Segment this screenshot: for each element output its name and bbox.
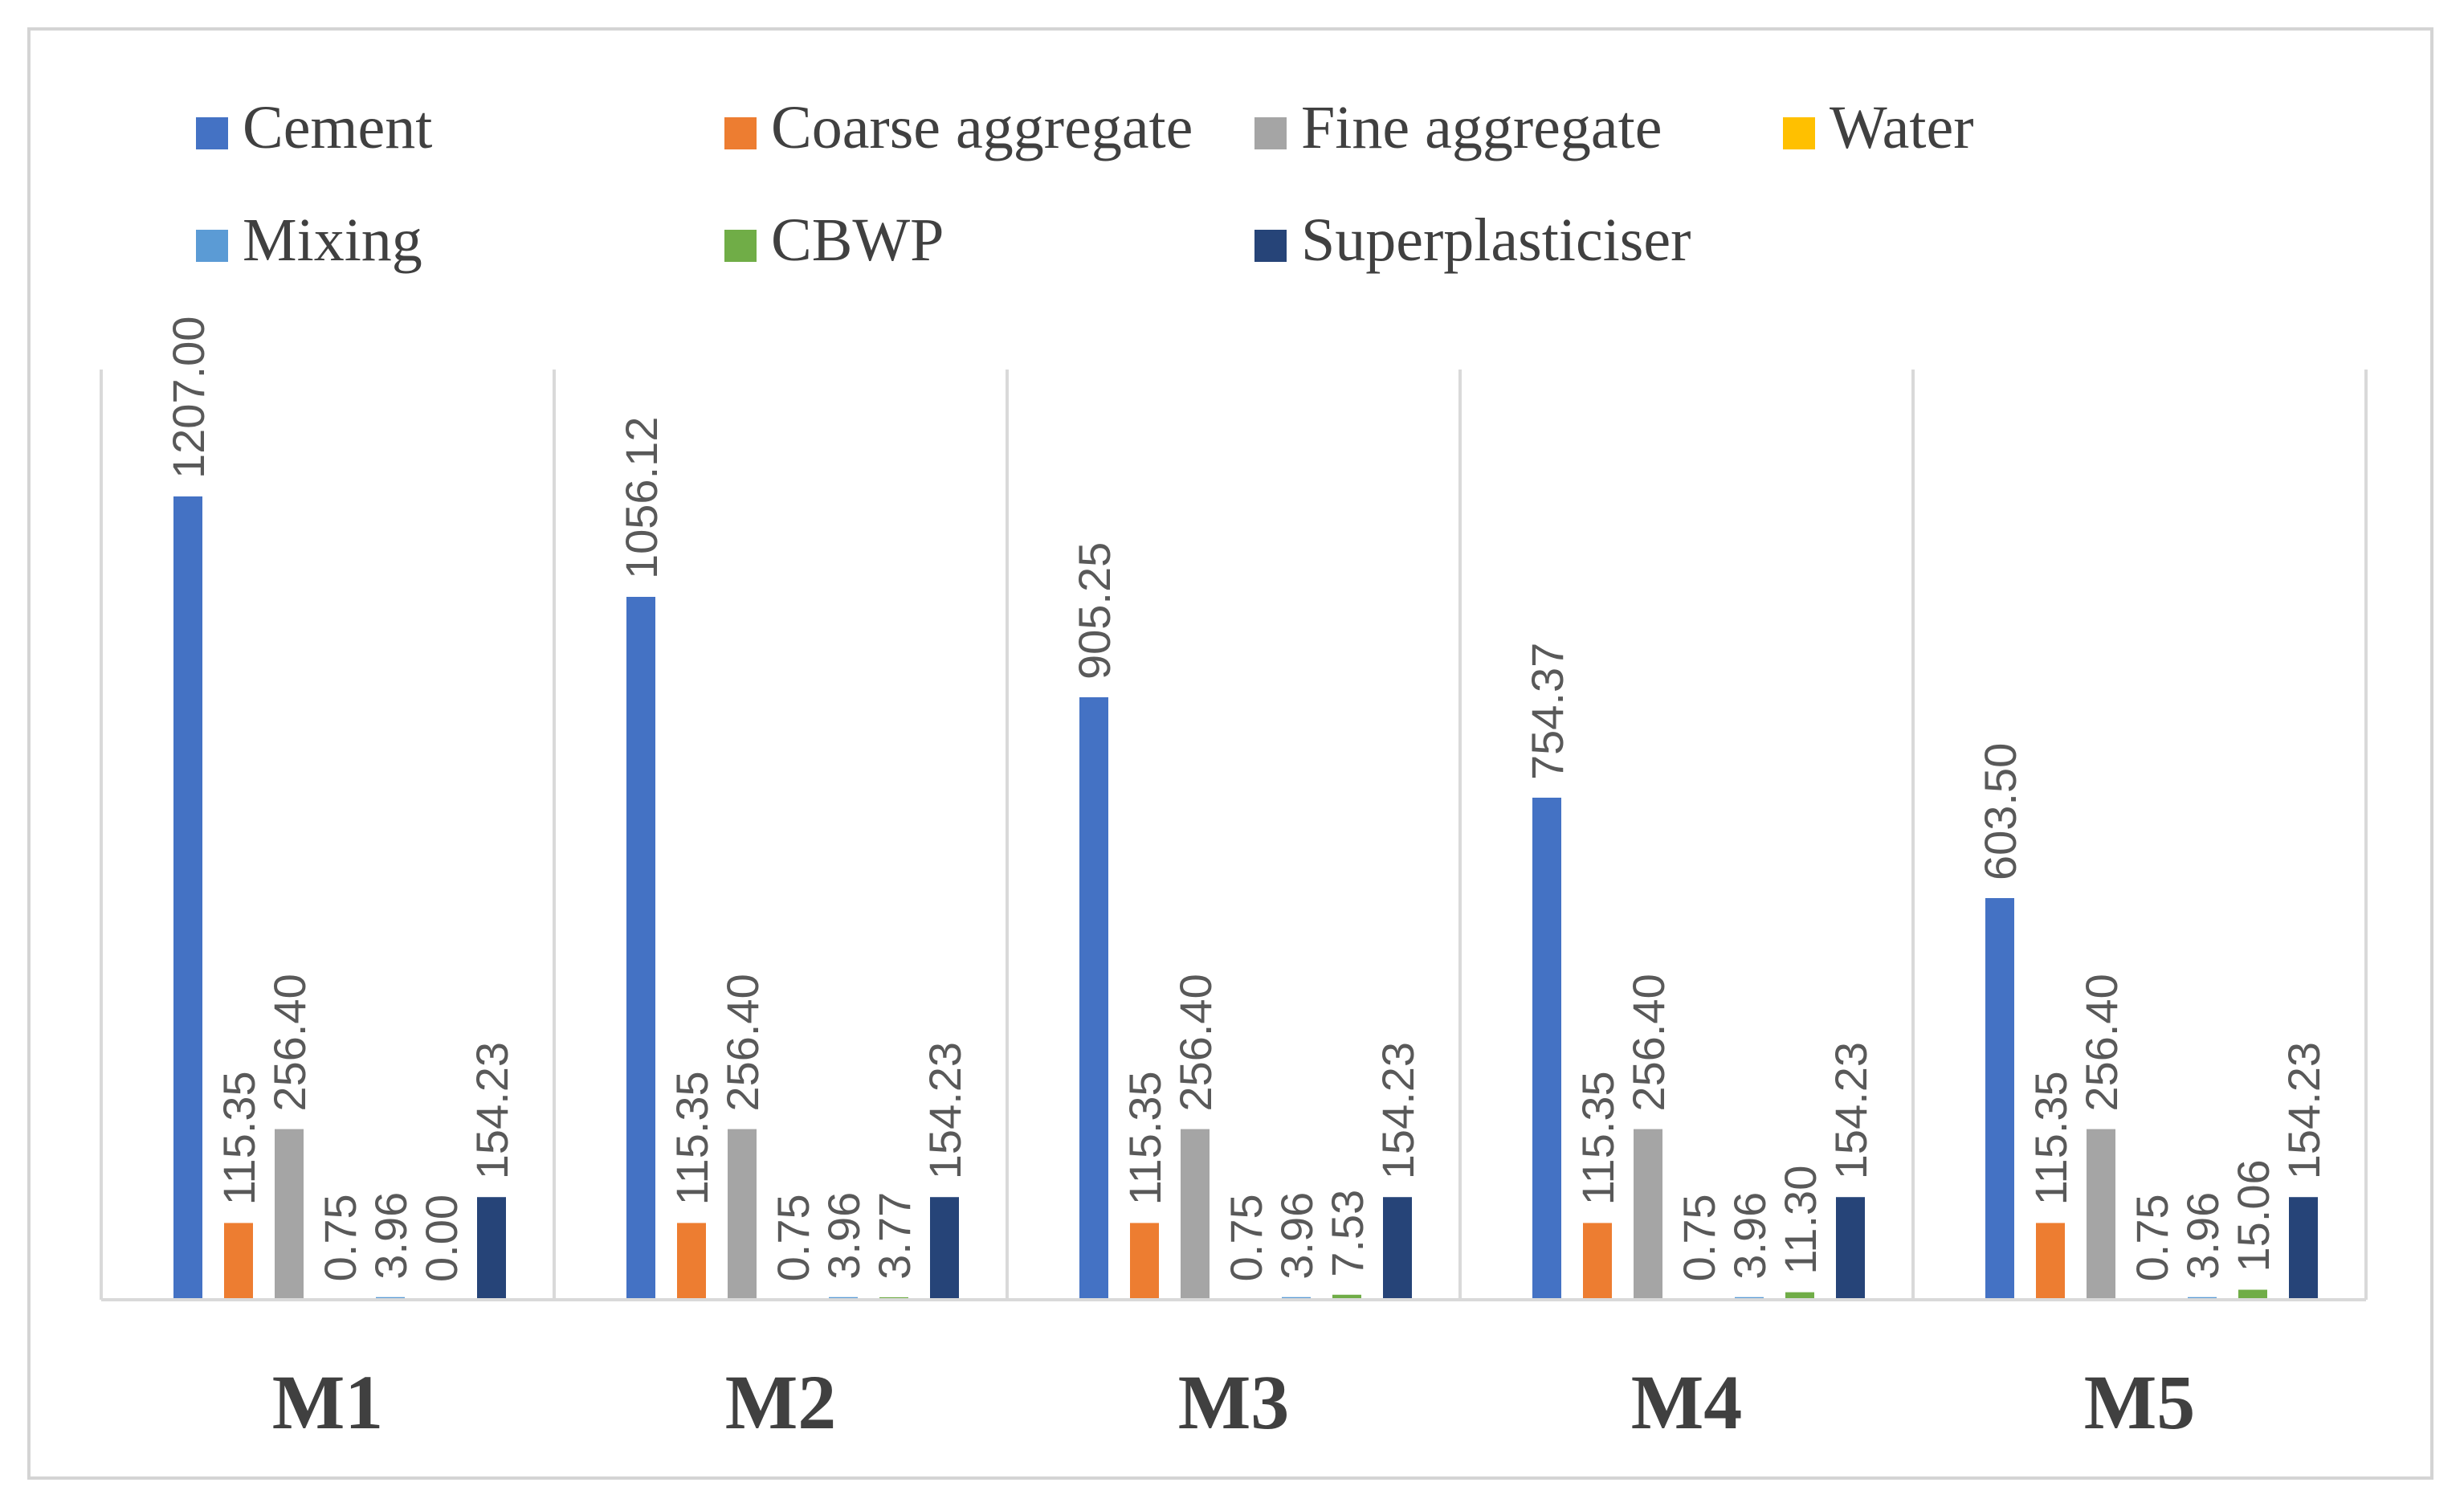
legend-swatch-superplasticiser	[1254, 230, 1287, 262]
legend-swatch-cement	[196, 117, 228, 149]
data-label-m1-mixing: 3.96	[365, 1192, 416, 1280]
data-label-m2-coarse-aggregate: 115.35	[667, 1071, 717, 1205]
data-label-m5-water: 0.75	[2127, 1194, 2177, 1281]
legend-swatch-coarse-aggregate	[724, 117, 757, 149]
bar-m2-cement	[626, 597, 655, 1300]
data-label-m2-water: 0.75	[768, 1194, 818, 1281]
bar-m3-fine-aggregate	[1181, 1129, 1210, 1300]
bar-m4-coarse-aggregate	[1583, 1223, 1612, 1300]
data-label-m3-water: 0.75	[1221, 1194, 1271, 1281]
bar-m2-superplasticiser	[930, 1197, 959, 1300]
category-label-m4: M4	[1631, 1359, 1743, 1445]
data-label-m3-coarse-aggregate: 115.35	[1120, 1071, 1170, 1205]
data-label-m5-fine-aggregate: 256.40	[2076, 974, 2127, 1111]
category-label-m3: M3	[1178, 1359, 1290, 1445]
bar-m4-cement	[1532, 798, 1561, 1300]
chart-frame	[27, 27, 2433, 1480]
legend-swatch-mixing	[196, 230, 228, 262]
bar-m3-superplasticiser	[1383, 1197, 1412, 1300]
data-label-m2-fine-aggregate: 256.40	[717, 974, 768, 1111]
data-label-m4-superplasticiser: 154.23	[1826, 1042, 1876, 1179]
data-label-m4-fine-aggregate: 256.40	[1623, 974, 1674, 1111]
legend-label-fine-aggregate: Fine aggregate	[1301, 94, 1662, 161]
legend-label-mixing: Mixing	[243, 206, 422, 274]
data-label-m2-cement: 1056.12	[616, 417, 667, 579]
data-label-m4-mixing: 3.96	[1724, 1192, 1775, 1280]
data-label-m1-cement: 1207.00	[163, 317, 214, 479]
legend-swatch-fine-aggregate	[1254, 117, 1287, 149]
bar-m1-fine-aggregate	[275, 1129, 304, 1300]
bar-m1-superplasticiser	[477, 1197, 506, 1300]
data-label-m4-water: 0.75	[1674, 1194, 1724, 1281]
legend-label-cement: Cement	[243, 94, 432, 161]
data-label-m5-cement: 603.50	[1975, 743, 2025, 880]
bar-m1-coarse-aggregate	[224, 1223, 253, 1300]
data-label-m1-superplasticiser: 154.23	[467, 1042, 517, 1179]
data-label-m5-coarse-aggregate: 115.35	[2025, 1071, 2076, 1205]
data-label-m3-mixing: 3.96	[1271, 1192, 1322, 1280]
bar-m5-superplasticiser	[2289, 1197, 2318, 1300]
bar-m2-fine-aggregate	[728, 1129, 757, 1300]
bar-m5-cbwp	[2238, 1289, 2267, 1300]
bar-m5-fine-aggregate	[2087, 1129, 2115, 1300]
legend-label-superplasticiser: Superplasticiser	[1301, 206, 1691, 274]
bar-m4-superplasticiser	[1836, 1197, 1865, 1300]
data-label-m1-coarse-aggregate: 115.35	[214, 1071, 264, 1205]
data-label-m3-fine-aggregate: 256.40	[1170, 974, 1221, 1111]
bar-m5-coarse-aggregate	[2036, 1223, 2065, 1300]
category-label-m5: M5	[2084, 1359, 2196, 1445]
data-label-m3-superplasticiser: 154.23	[1373, 1042, 1423, 1179]
data-label-m5-mixing: 3.96	[2177, 1192, 2228, 1280]
legend-swatch-cbwp	[724, 230, 757, 262]
category-label-m1: M1	[272, 1359, 384, 1445]
data-label-m1-water: 0.75	[315, 1194, 365, 1281]
data-label-m4-cbwp: 11.30	[1775, 1166, 1826, 1275]
bar-m4-cbwp	[1785, 1292, 1814, 1300]
category-label-m2: M2	[725, 1359, 837, 1445]
legend-label-coarse-aggregate: Coarse aggregate	[771, 94, 1193, 161]
data-label-m5-cbwp: 15.06	[2228, 1159, 2278, 1272]
legend-label-water: Water	[1830, 94, 1974, 161]
bar-m3-cbwp	[1332, 1294, 1361, 1300]
bar-m4-fine-aggregate	[1634, 1129, 1662, 1300]
legend-label-cbwp: CBWP	[771, 206, 944, 274]
bar-m1-cement	[173, 496, 202, 1300]
data-label-m5-superplasticiser: 154.23	[2278, 1042, 2329, 1179]
data-label-m1-cbwp: 0.00	[416, 1195, 467, 1282]
data-label-m2-mixing: 3.96	[818, 1192, 869, 1280]
bar-m3-cement	[1079, 697, 1108, 1300]
data-label-m4-cement: 754.37	[1522, 643, 1573, 780]
legend-swatch-water	[1783, 117, 1815, 149]
data-label-m3-cement: 905.25	[1069, 542, 1120, 680]
data-label-m2-superplasticiser: 154.23	[920, 1042, 970, 1179]
data-label-m4-coarse-aggregate: 115.35	[1573, 1071, 1623, 1205]
bar-m5-cement	[1985, 898, 2014, 1300]
data-label-m1-fine-aggregate: 256.40	[264, 974, 315, 1111]
data-label-m3-cbwp: 7.53	[1322, 1190, 1373, 1277]
bar-m2-coarse-aggregate	[677, 1223, 706, 1300]
data-label-m2-cbwp: 3.77	[869, 1192, 920, 1280]
bar-m3-coarse-aggregate	[1130, 1223, 1159, 1300]
